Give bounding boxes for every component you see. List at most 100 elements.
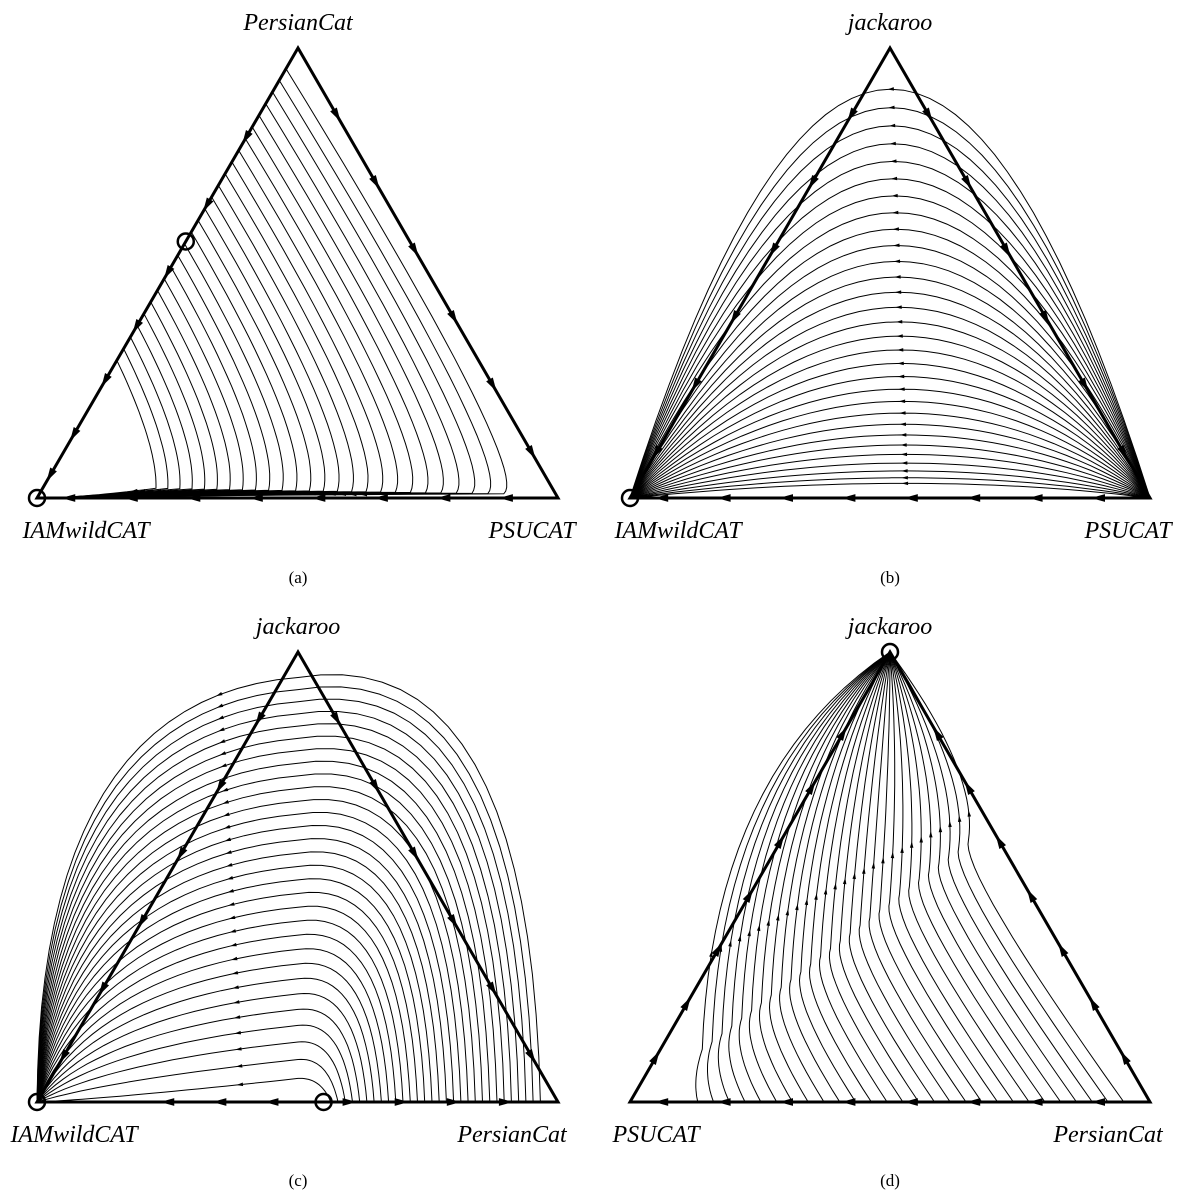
flow-line	[47, 68, 508, 499]
panel-c: jackaroo IAMwildCAT PersianCat (c)	[9, 614, 568, 1190]
flow-arrow	[967, 810, 972, 817]
flow-line	[768, 651, 891, 1103]
flow-line	[36, 838, 447, 1103]
edge-arrow	[447, 310, 458, 325]
flow-arrow	[236, 1082, 244, 1087]
flow-line	[838, 651, 920, 1103]
flow-line	[748, 651, 891, 1103]
panel-a-right-label: PSUCAT	[487, 518, 577, 544]
flow-arrow	[899, 433, 907, 437]
flow-line	[889, 651, 1046, 1103]
edge-arrow	[394, 1098, 409, 1106]
edge-arrow	[995, 834, 1007, 849]
edge-arrow	[137, 914, 149, 929]
panel-a-rest-points	[27, 232, 196, 508]
flow-line	[629, 160, 1151, 499]
flow-arrow	[900, 452, 908, 457]
flow-line	[47, 325, 193, 499]
flow-line	[889, 651, 1062, 1103]
edge-arrow	[436, 494, 451, 502]
rest-point-marker	[314, 1092, 333, 1112]
edge-arrow	[1058, 942, 1069, 957]
flow-line	[889, 651, 1030, 1103]
edge-arrow	[525, 445, 536, 460]
edge-arrow	[652, 445, 663, 460]
rest-point-marker	[880, 642, 900, 662]
flow-arrow	[890, 851, 895, 859]
edge-arrow	[730, 310, 741, 325]
panel-b-flow-lines	[629, 87, 1151, 499]
flow-arrow	[889, 141, 896, 146]
flow-arrow	[232, 985, 239, 989]
flow-line	[36, 919, 404, 1103]
flow-arrow	[230, 942, 237, 947]
edge-arrow	[769, 242, 780, 257]
edge-arrow	[773, 834, 785, 849]
flow-arrow	[895, 319, 903, 324]
edge-arrow	[498, 1098, 513, 1106]
flow-arrow	[756, 924, 761, 932]
flow-line	[36, 962, 382, 1103]
flow-line	[36, 686, 534, 1103]
edge-arrow	[841, 1098, 856, 1106]
edge-arrow	[711, 942, 722, 957]
flow-arrow	[833, 882, 837, 890]
flow-line	[36, 760, 491, 1103]
panel-b-caption: (b)	[880, 568, 900, 587]
panel-c-top-label: jackaroo	[253, 614, 340, 640]
edge-arrow	[1026, 888, 1038, 903]
flow-line	[828, 651, 904, 1103]
flow-line	[47, 103, 460, 499]
flow-arrow	[223, 824, 231, 829]
flow-line	[889, 651, 1093, 1103]
flow-arrow	[216, 691, 223, 697]
edge-arrow	[61, 494, 76, 502]
flow-arrow	[887, 87, 895, 91]
edge-arrow	[216, 779, 227, 794]
flow-line	[36, 891, 418, 1103]
edge-arrow	[160, 1098, 175, 1106]
panel-d: jackaroo PSUCAT PersianCat (d)	[611, 614, 1164, 1190]
edge-arrow	[1089, 996, 1100, 1011]
flow-line	[47, 220, 312, 499]
edge-arrow	[101, 373, 112, 388]
panel-b-top-label: jackaroo	[845, 10, 932, 36]
panel-c-rest-points	[27, 1092, 333, 1112]
flow-line	[717, 651, 891, 1103]
flow-arrow	[228, 902, 235, 906]
edge-arrow	[1000, 242, 1011, 257]
panel-d-top-label: jackaroo	[845, 614, 932, 640]
panel-a-top-label: PersianCat	[242, 10, 354, 36]
flow-line	[889, 651, 1077, 1103]
flow-line	[47, 80, 492, 499]
flow-line	[629, 195, 1151, 499]
flow-arrow	[894, 290, 902, 294]
edge-arrow	[1091, 494, 1105, 502]
flow-arrow	[804, 898, 809, 906]
flow-line	[36, 933, 397, 1103]
flow-arrow	[871, 862, 876, 869]
panel-a: PersianCat IAMwildCAT PSUCAT (a)	[21, 10, 577, 587]
flow-line	[878, 652, 983, 1103]
edge-arrow	[98, 981, 110, 996]
panel-d-right-label: PersianCat	[1052, 1122, 1164, 1148]
rest-point-marker	[27, 1092, 47, 1112]
flow-arrow	[218, 727, 225, 732]
edge-arrow	[123, 494, 138, 502]
flow-line	[47, 161, 384, 499]
flow-line	[47, 336, 181, 499]
flow-arrow	[900, 443, 907, 447]
flow-arrow	[235, 1047, 242, 1051]
edge-arrow	[805, 780, 816, 795]
edge-arrow	[836, 726, 847, 741]
flow-line	[47, 91, 476, 499]
edge-arrow	[486, 981, 497, 996]
edge-arrow	[46, 467, 57, 482]
flow-arrow	[795, 903, 799, 911]
flow-line	[36, 1077, 332, 1103]
edge-arrow	[163, 265, 175, 280]
edge-arrow	[311, 494, 326, 502]
flow-arrow	[766, 919, 770, 926]
flow-line	[848, 651, 935, 1103]
edge-arrow	[680, 996, 691, 1011]
